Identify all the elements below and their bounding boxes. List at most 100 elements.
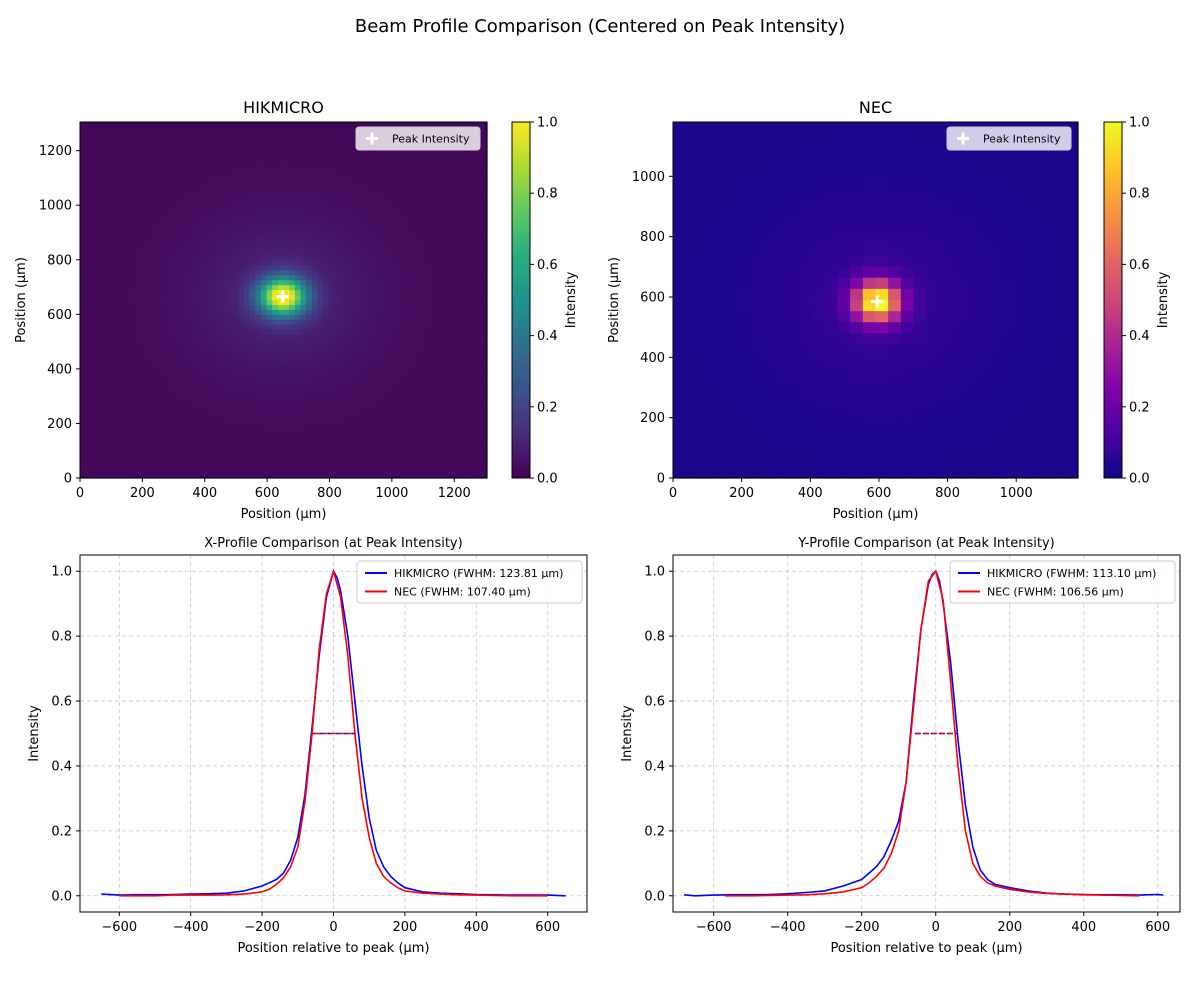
- heatmap-cell: [481, 344, 488, 351]
- heatmap-cell: [119, 290, 126, 296]
- heatmap-cell: [481, 408, 488, 415]
- heatmap-cell: [294, 126, 302, 133]
- heatmap-cell: [210, 438, 217, 444]
- heatmap-cell: [187, 359, 194, 365]
- heatmap-cell: [238, 176, 245, 182]
- heatmap-cell: [351, 176, 358, 182]
- heatmap-cell: [96, 186, 104, 192]
- heatmap-cell: [283, 408, 290, 415]
- heatmap-cell: [96, 235, 104, 242]
- heatmap-cell: [289, 329, 296, 336]
- heatmap-cell: [96, 211, 104, 217]
- heatmap-cell: [289, 384, 296, 390]
- heatmap-cell: [142, 131, 149, 138]
- heatmap-cell: [272, 418, 279, 425]
- heatmap-cell: [266, 136, 273, 143]
- heatmap-cell: [255, 428, 262, 435]
- heatmap-cell: [430, 364, 437, 370]
- heatmap-cell: [142, 161, 149, 168]
- heatmap-cell: [481, 314, 488, 321]
- heatmap-cell: [91, 290, 98, 296]
- heatmap-cell: [458, 161, 465, 168]
- heatmap-cell: [356, 275, 364, 281]
- heatmap-cell: [80, 389, 87, 395]
- heatmap-cell: [385, 235, 392, 242]
- heatmap-cell: [306, 349, 313, 355]
- heatmap-cell: [266, 349, 273, 355]
- heatmap-cell: [232, 235, 239, 242]
- heatmap-cell: [368, 245, 375, 252]
- heatmap-cell: [176, 171, 183, 177]
- heatmap-cell: [170, 384, 177, 390]
- heatmap-cell: [130, 304, 138, 311]
- heatmap-cell: [198, 285, 205, 291]
- heatmap-cell: [130, 151, 138, 158]
- heatmap-cell: [328, 374, 335, 380]
- heatmap-cell: [385, 408, 392, 415]
- heatmap-cell: [368, 270, 375, 276]
- heatmap-cell: [249, 295, 256, 301]
- heatmap-cell: [470, 379, 477, 385]
- heatmap-cell: [470, 260, 477, 266]
- heatmap-cell: [147, 359, 155, 365]
- heatmap-cell: [136, 136, 143, 143]
- heatmap-cell: [345, 398, 352, 405]
- heatmap-cell: [464, 379, 471, 385]
- heatmap-cell: [260, 196, 268, 202]
- heatmap-cell: [289, 215, 296, 222]
- heatmap-cell: [396, 225, 403, 232]
- heatmap-cell: [215, 389, 222, 395]
- heatmap-cell: [108, 275, 115, 281]
- heatmap-cell: [323, 275, 330, 281]
- heatmap-cell: [221, 196, 228, 202]
- heatmap-cell: [260, 191, 268, 197]
- heatmap-cell: [311, 225, 319, 232]
- heatmap-cell: [80, 393, 87, 400]
- heatmap-cell: [153, 364, 160, 370]
- heatmap-cell: [226, 314, 234, 321]
- heatmap-cell: [419, 408, 426, 415]
- heatmap-cell: [424, 211, 432, 217]
- heatmap-cell: [113, 309, 121, 316]
- heatmap-cell: [210, 181, 217, 187]
- heatmap-cell: [277, 403, 285, 410]
- heatmap-cell: [356, 304, 364, 311]
- heatmap-cell: [396, 408, 403, 415]
- heatmap-cell: [362, 211, 369, 217]
- heatmap-cell: [402, 161, 409, 168]
- heatmap-cell: [85, 245, 92, 252]
- heatmap-cell: [441, 334, 449, 341]
- heatmap-cell: [130, 359, 138, 365]
- heatmap-cell: [164, 240, 172, 247]
- heatmap-cell: [80, 181, 87, 187]
- heatmap-cell: [153, 285, 160, 291]
- heatmap-cell: [255, 215, 262, 222]
- heatmap-cell: [221, 166, 228, 173]
- heatmap-cell: [266, 220, 273, 227]
- heatmap-cell: [113, 156, 121, 163]
- heatmap-cell: [441, 339, 449, 346]
- heatmap-cell: [379, 156, 386, 163]
- heatmap-cell: [447, 235, 454, 242]
- heatmap-cell: [102, 176, 109, 182]
- heatmap-cell: [453, 166, 460, 173]
- heatmap-cell: [458, 354, 465, 360]
- heatmap-cell: [328, 433, 335, 440]
- heatmap-cell: [379, 255, 386, 262]
- heatmap-cell: [198, 290, 205, 296]
- heatmap-cell: [481, 280, 488, 286]
- heatmap-cell: [204, 428, 211, 435]
- heatmap-cell: [356, 339, 364, 346]
- heatmap-cell: [441, 225, 449, 232]
- heatmap-cell: [215, 408, 222, 415]
- heatmap-cell: [475, 349, 482, 355]
- heatmap-cell: [164, 206, 172, 212]
- heatmap-cell: [119, 280, 126, 286]
- heatmap-cell: [238, 369, 245, 375]
- heatmap-cell: [226, 146, 234, 153]
- heatmap-cell: [232, 171, 239, 177]
- heatmap-cell: [436, 393, 443, 400]
- heatmap-cell: [193, 270, 200, 276]
- heatmap-cell: [441, 151, 449, 158]
- heatmap-cell: [407, 250, 415, 257]
